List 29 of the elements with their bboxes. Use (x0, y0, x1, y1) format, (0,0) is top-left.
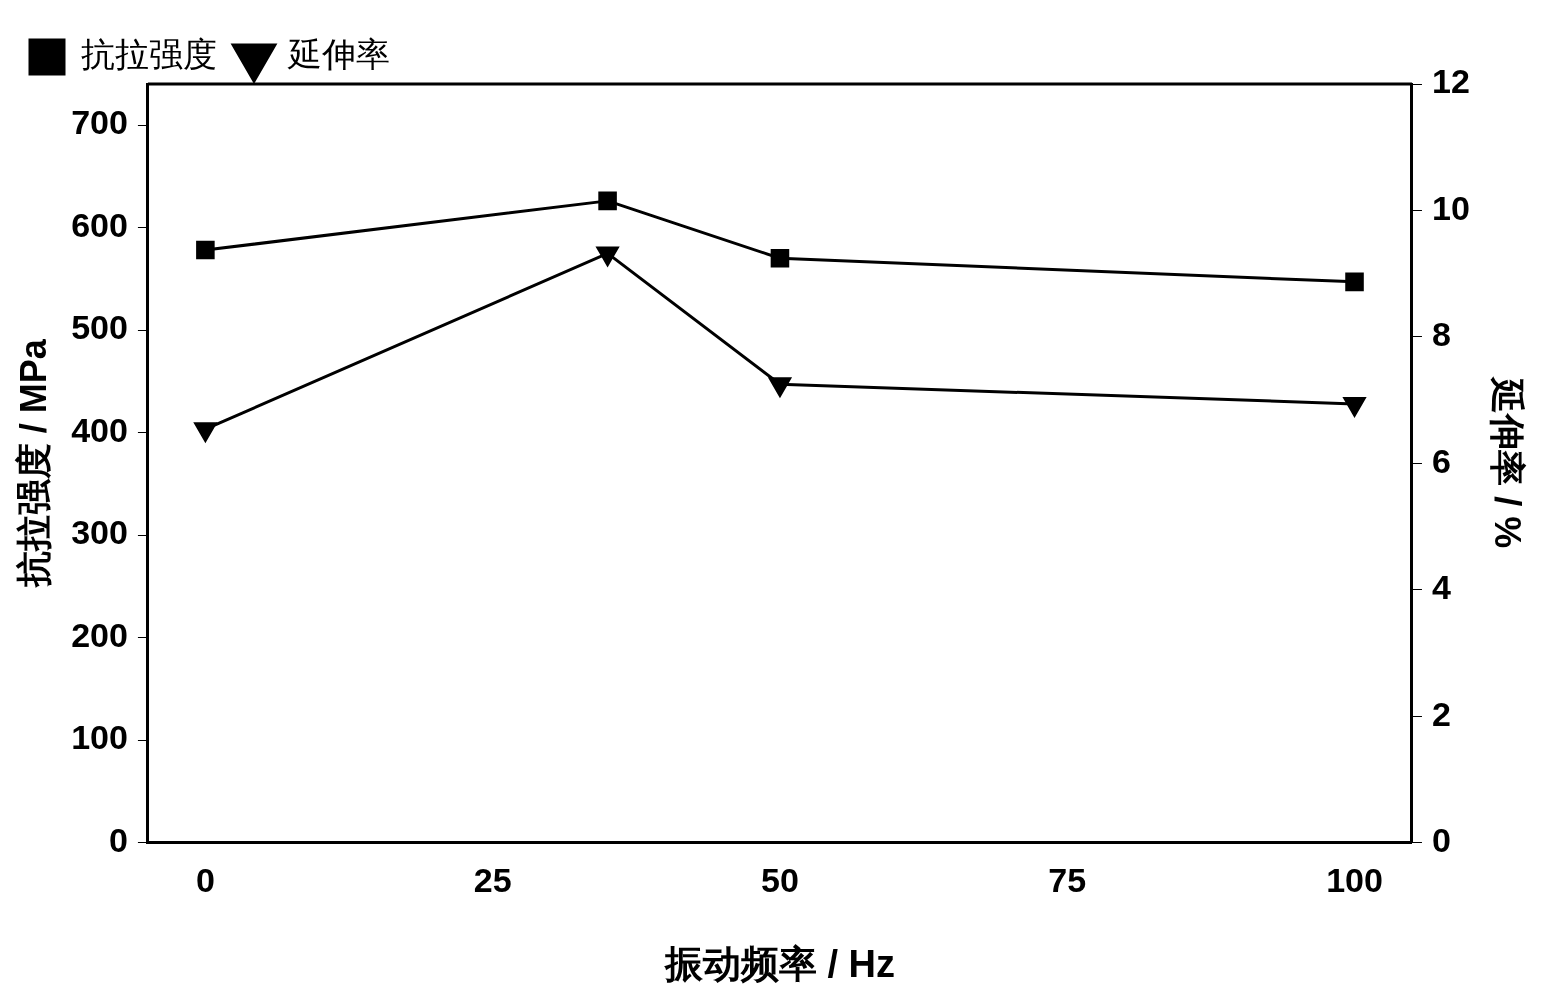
y2-tick-label: 10 (1431, 188, 1470, 227)
y-tick-label: 0 (109, 820, 128, 859)
y-tick-label: 400 (71, 410, 128, 449)
point (598, 191, 617, 211)
y-tick-label: 200 (71, 615, 128, 654)
y2-tick-label: 4 (1431, 568, 1451, 607)
legend-label: 延伸率 (287, 35, 390, 74)
point (1345, 272, 1364, 292)
y-tick-label: 600 (71, 205, 128, 244)
y-axis-title: 抗拉强度 / MPa (12, 338, 54, 589)
y2-tick-label: 12 (1431, 62, 1470, 101)
point (770, 249, 790, 268)
y2-axis-title: 延伸率 / % (1487, 376, 1529, 549)
y2-tick-label: 0 (1431, 820, 1451, 859)
point (196, 240, 215, 260)
x-tick-label: 100 (1326, 861, 1383, 900)
y-tick-label: 500 (71, 308, 128, 347)
y2-tick-label: 6 (1431, 441, 1451, 480)
x-tick-label: 25 (473, 861, 512, 900)
y2-tick-label: 2 (1431, 694, 1451, 733)
x-tick-label: 75 (1048, 861, 1087, 900)
x-axis-title: 振动频率 / Hz (663, 942, 896, 985)
y2-tick-label: 8 (1431, 315, 1451, 354)
x-tick-label: 0 (195, 861, 215, 900)
y-tick-label: 300 (71, 513, 128, 552)
x-tick-label: 50 (761, 861, 799, 900)
legend-label: 抗拉强度 (81, 35, 217, 74)
y-tick-label: 700 (71, 103, 128, 142)
y-tick-label: 100 (71, 718, 128, 757)
